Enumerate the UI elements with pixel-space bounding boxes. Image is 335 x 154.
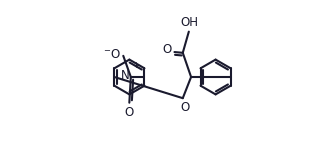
Text: N: N	[121, 69, 130, 82]
Text: +: +	[132, 61, 139, 70]
Text: O: O	[181, 101, 190, 114]
Text: O: O	[124, 106, 133, 120]
Text: $^{-}$O: $^{-}$O	[104, 48, 122, 61]
Text: O: O	[162, 43, 172, 56]
Text: OH: OH	[181, 16, 199, 29]
